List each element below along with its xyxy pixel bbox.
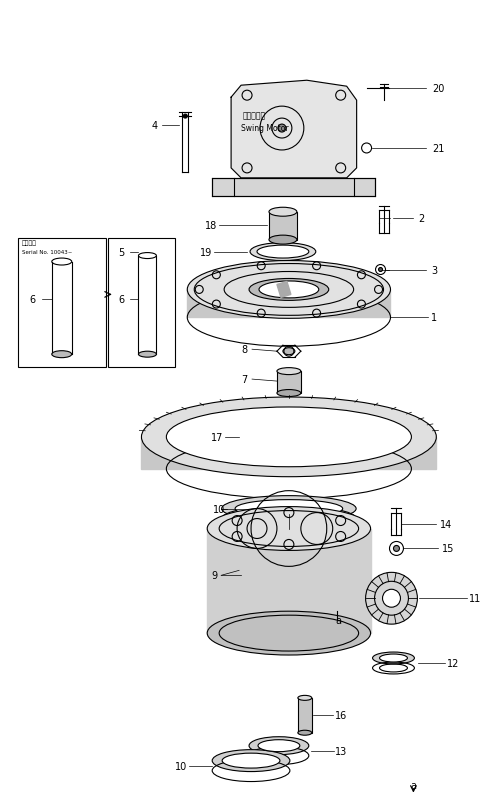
Circle shape — [183, 115, 187, 119]
Ellipse shape — [256, 246, 308, 259]
Text: 10: 10 — [175, 760, 187, 771]
Ellipse shape — [257, 740, 299, 752]
Polygon shape — [187, 290, 390, 318]
Ellipse shape — [379, 654, 407, 662]
Ellipse shape — [187, 261, 390, 319]
Ellipse shape — [297, 695, 311, 700]
Circle shape — [393, 546, 398, 552]
Ellipse shape — [372, 652, 414, 664]
Ellipse shape — [207, 507, 370, 551]
Ellipse shape — [282, 349, 294, 355]
Circle shape — [382, 589, 400, 607]
Text: 7: 7 — [240, 375, 247, 385]
Text: 3: 3 — [431, 265, 436, 275]
Polygon shape — [230, 81, 356, 178]
Ellipse shape — [235, 500, 342, 518]
Ellipse shape — [212, 750, 289, 772]
Circle shape — [378, 268, 382, 272]
Text: 19: 19 — [200, 247, 212, 257]
Bar — [212, 178, 374, 197]
Text: 2: 2 — [418, 214, 424, 223]
Text: 18: 18 — [204, 220, 217, 230]
Bar — [108, 238, 175, 368]
Text: 旋回モータ: 旋回モータ — [242, 112, 265, 120]
Text: 16: 16 — [334, 710, 346, 720]
Text: 11: 11 — [468, 593, 480, 604]
Ellipse shape — [276, 390, 300, 397]
Text: a: a — [335, 615, 341, 626]
Ellipse shape — [297, 730, 311, 736]
Ellipse shape — [268, 236, 296, 245]
Text: 12: 12 — [446, 658, 458, 668]
Circle shape — [365, 573, 417, 625]
Text: 15: 15 — [441, 544, 454, 554]
Text: Serial No. 10043~: Serial No. 10043~ — [22, 250, 72, 255]
Bar — [18, 238, 106, 368]
Ellipse shape — [258, 282, 318, 299]
Text: 20: 20 — [431, 84, 444, 94]
Text: 8: 8 — [240, 344, 247, 355]
Text: 6: 6 — [30, 295, 36, 305]
Ellipse shape — [249, 279, 328, 301]
Ellipse shape — [268, 208, 296, 217]
Text: 21: 21 — [431, 144, 444, 154]
Bar — [297, 698, 311, 733]
Circle shape — [277, 125, 285, 132]
Bar — [268, 213, 296, 240]
Polygon shape — [207, 529, 370, 634]
Text: 6: 6 — [118, 295, 124, 305]
Text: 適用牛種: 適用牛種 — [22, 241, 37, 246]
Text: a: a — [409, 780, 416, 789]
Ellipse shape — [207, 611, 370, 655]
Polygon shape — [141, 438, 435, 469]
Polygon shape — [276, 282, 290, 298]
Text: 5: 5 — [118, 247, 124, 257]
Ellipse shape — [249, 737, 308, 755]
Text: 4: 4 — [151, 121, 157, 131]
Ellipse shape — [52, 351, 72, 358]
Ellipse shape — [138, 352, 156, 357]
Text: 17: 17 — [211, 432, 223, 442]
Ellipse shape — [250, 243, 315, 261]
Text: Swing Motor: Swing Motor — [240, 124, 288, 132]
Text: 13: 13 — [334, 746, 346, 756]
Text: 9: 9 — [211, 571, 217, 581]
Ellipse shape — [276, 368, 300, 375]
Text: 14: 14 — [439, 519, 452, 529]
Ellipse shape — [221, 496, 355, 522]
Ellipse shape — [141, 397, 435, 477]
Ellipse shape — [166, 407, 410, 467]
Bar — [276, 372, 300, 393]
Text: 10: 10 — [213, 504, 225, 514]
Ellipse shape — [222, 753, 279, 768]
Text: 1: 1 — [431, 313, 436, 323]
